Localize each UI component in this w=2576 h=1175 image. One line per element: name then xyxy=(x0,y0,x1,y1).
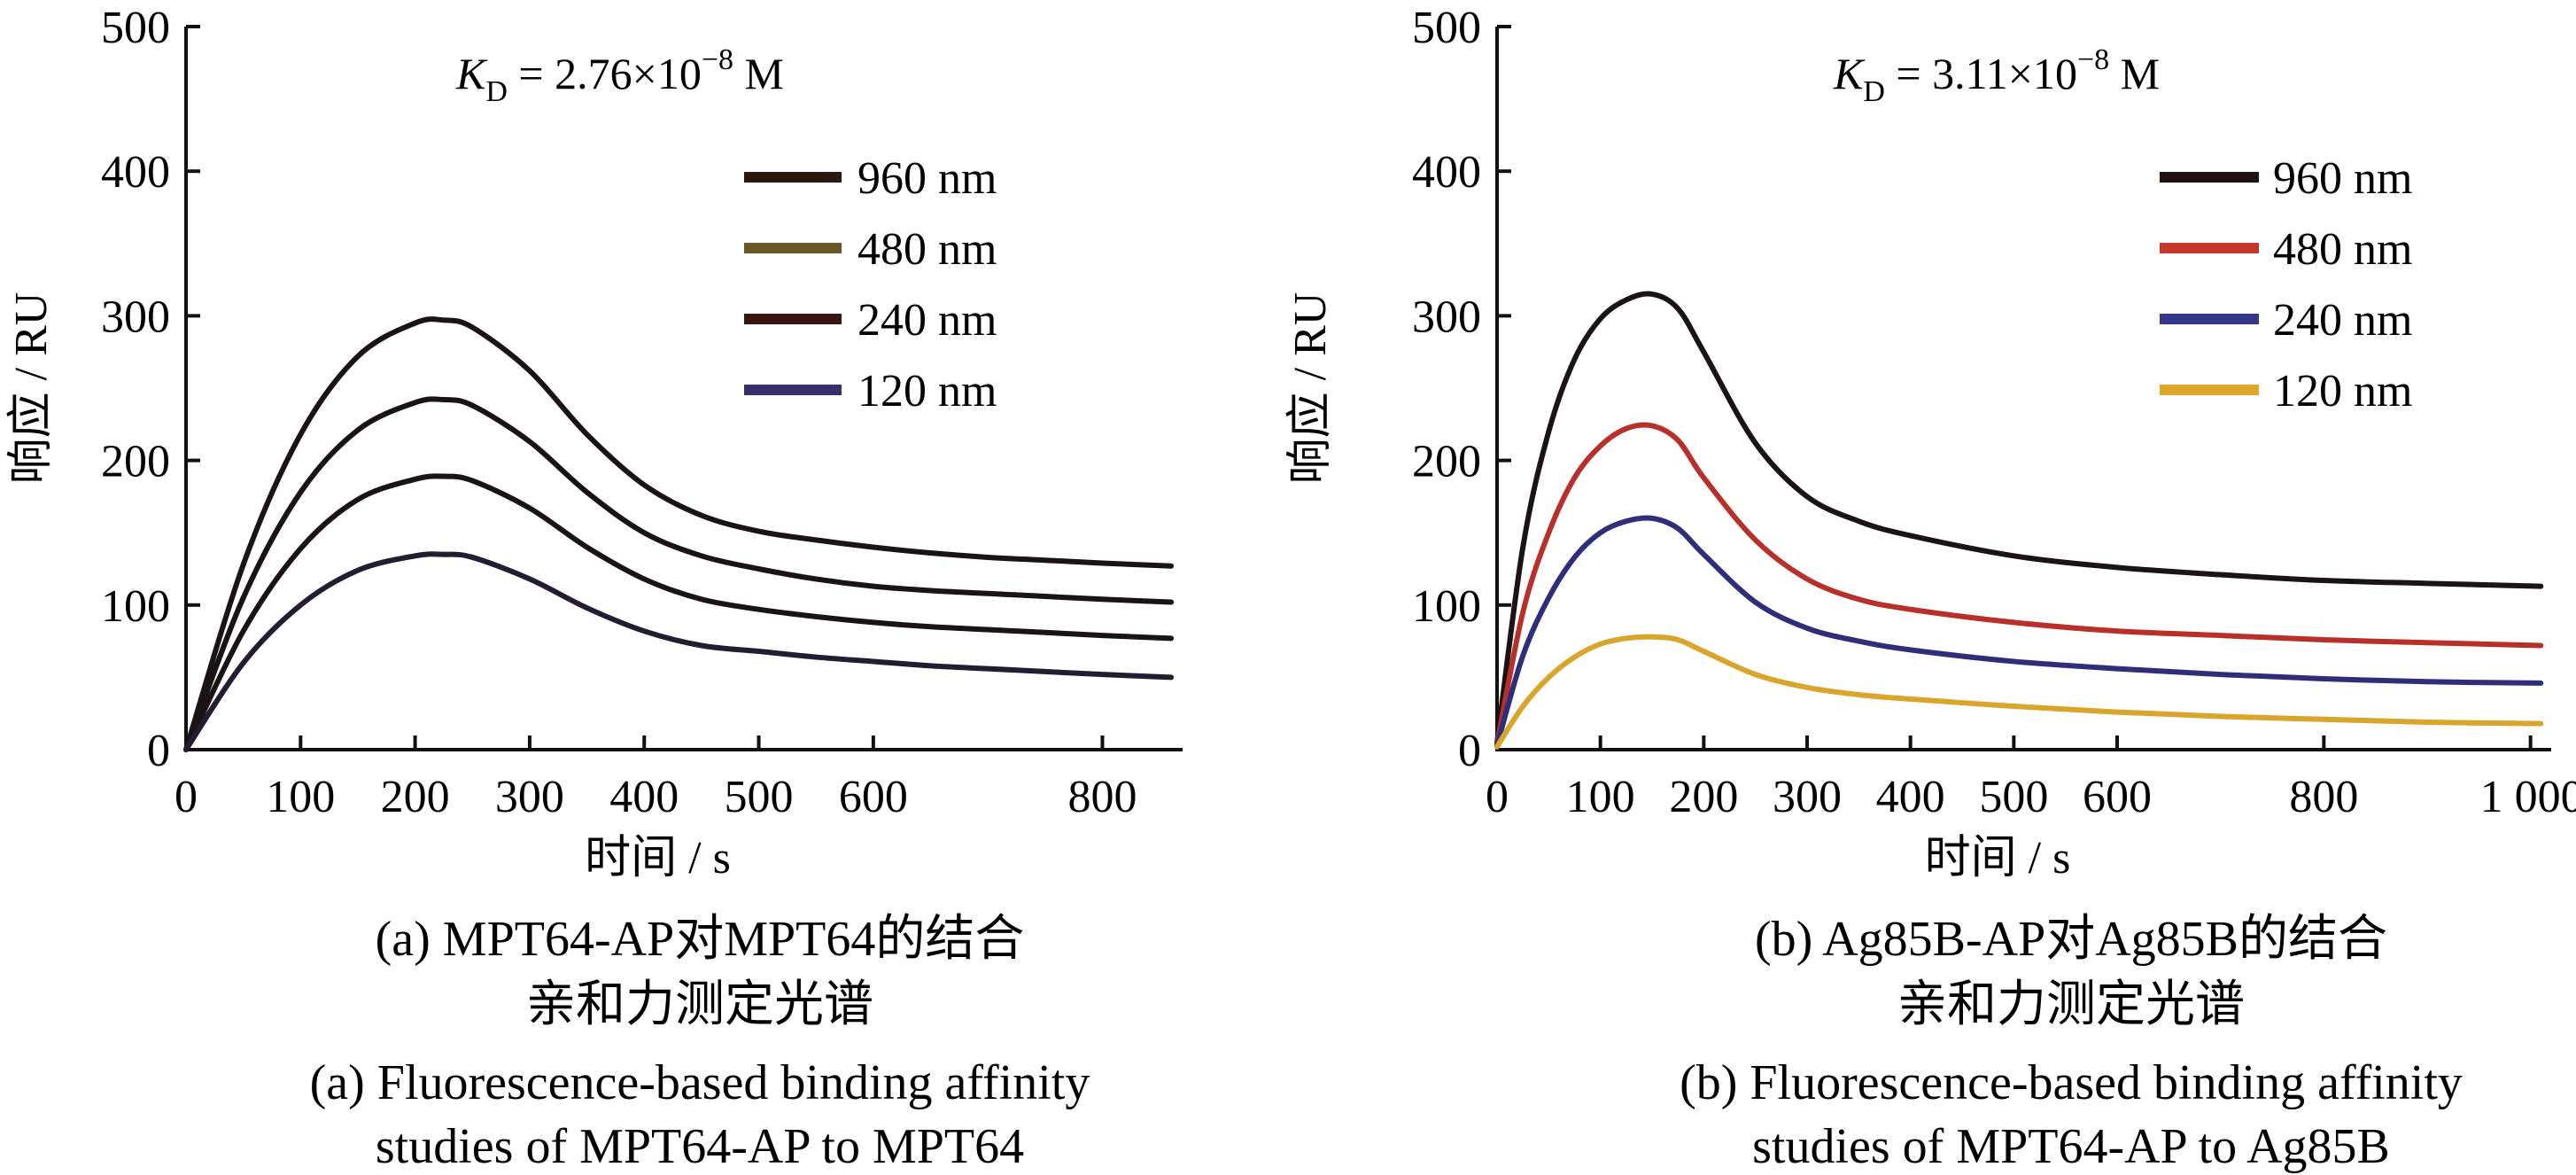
series-line-960-nm xyxy=(1494,291,2544,745)
x-tick-label: 500 xyxy=(1979,772,2048,822)
caption-en-line: studies of MPT64-AP to Ag85B xyxy=(1752,1119,2390,1174)
caption-en-line: (a) Fluorescence-based binding affinity xyxy=(310,1055,1090,1110)
kd-unit: M xyxy=(2109,49,2160,98)
legend-label: 120 nm xyxy=(857,366,997,416)
y-tick-label: 300 xyxy=(1412,292,1481,342)
x-tick-label: 400 xyxy=(609,772,679,822)
series-line-240-nm xyxy=(183,473,1175,752)
kd-subscript: D xyxy=(1863,75,1885,108)
x-tick-label: 0 xyxy=(1486,772,1509,822)
series-line-480-nm xyxy=(1494,422,2544,747)
y-tick-label: 400 xyxy=(1412,147,1481,198)
legend-label: 240 nm xyxy=(857,295,997,346)
kd-value: = 2.76×10 xyxy=(508,49,702,98)
legend-label: 960 nm xyxy=(857,153,997,204)
series-line-480-nm xyxy=(183,396,1175,752)
x-tick-label: 300 xyxy=(495,772,564,822)
x-tick-label: 100 xyxy=(1566,772,1635,822)
legend-label: 960 nm xyxy=(2273,153,2412,204)
kd-symbol: K xyxy=(455,49,488,98)
caption-cn-line: (b) Ag85B-AP对Ag85B的结合 xyxy=(1755,912,2387,967)
legend-label: 480 nm xyxy=(2273,224,2412,275)
panel-b: 0 100 200 300 400 500 0 100 200 300 400 500 600 800 1 … xyxy=(1285,3,2576,1174)
x-tick-label: 600 xyxy=(839,772,908,822)
x-tick-label: 600 xyxy=(2083,772,2152,822)
kd-unit: M xyxy=(733,49,784,98)
x-tick-label: 800 xyxy=(1067,772,1137,822)
legend-label: 480 nm xyxy=(857,224,997,275)
y-tick-label: 500 xyxy=(1412,3,1481,53)
caption-cn-line: 亲和力测定光谱 xyxy=(526,977,873,1032)
kd-subscript: D xyxy=(485,75,508,108)
caption-en-line: (b) Fluorescence-based binding affinity xyxy=(1680,1055,2463,1110)
series-line-960-nm xyxy=(183,316,1175,752)
kd-symbol: K xyxy=(1833,49,1866,98)
x-axis-label: 时间 / s xyxy=(585,833,731,883)
x-tick-label: 200 xyxy=(381,772,450,822)
x-tick-label: 200 xyxy=(1669,772,1738,822)
y-tick-label: 100 xyxy=(1412,581,1481,632)
panel-a: 0 100 200 300 400 500 0 100 200 300 400 500 600 800 响应… xyxy=(6,3,1183,1174)
x-axis-label: 时间 / s xyxy=(1925,833,2071,883)
y-tick-label: 0 xyxy=(1458,726,1481,776)
y-tick-label: 200 xyxy=(101,437,170,487)
y-tick-label: 400 xyxy=(101,147,170,198)
x-tick-label: 500 xyxy=(725,772,794,822)
y-axis-label: 响应 / RU xyxy=(1285,292,1336,485)
x-tick-label: 100 xyxy=(266,772,335,822)
kd-annotation: KD = 3.11×10−8 M xyxy=(1833,43,2160,108)
y-tick-label: 500 xyxy=(101,3,170,53)
series-line-120-nm xyxy=(1494,634,2544,750)
x-tick-label: 400 xyxy=(1876,772,1945,822)
caption-cn-line: (a) MPT64-AP对MPT64的结合 xyxy=(376,912,1025,967)
legend-label: 240 nm xyxy=(2273,295,2412,346)
x-tick-label: 300 xyxy=(1773,772,1842,822)
y-tick-label: 0 xyxy=(147,726,170,776)
caption-en-line: studies of MPT64-AP to MPT64 xyxy=(376,1119,1024,1174)
y-tick-label: 300 xyxy=(101,292,170,342)
x-tick-label: 800 xyxy=(2289,772,2358,822)
kd-value: = 3.11×10 xyxy=(1885,49,2077,98)
kd-exponent: −8 xyxy=(702,43,733,76)
y-tick-label: 100 xyxy=(101,581,170,632)
x-tick-label: 1 000 xyxy=(2480,772,2576,822)
x-tick-label: 0 xyxy=(175,772,198,822)
kd-annotation: KD = 2.76×10−8 M xyxy=(455,43,784,108)
series-line-240-nm xyxy=(1494,515,2544,749)
y-tick-label: 200 xyxy=(1412,437,1481,487)
series-line-120-nm xyxy=(183,551,1175,752)
y-axis-label: 响应 / RU xyxy=(6,292,57,485)
legend-label: 120 nm xyxy=(2273,366,2412,416)
caption-cn-line: 亲和力测定光谱 xyxy=(1897,977,2245,1032)
kd-exponent: −8 xyxy=(2077,43,2109,76)
